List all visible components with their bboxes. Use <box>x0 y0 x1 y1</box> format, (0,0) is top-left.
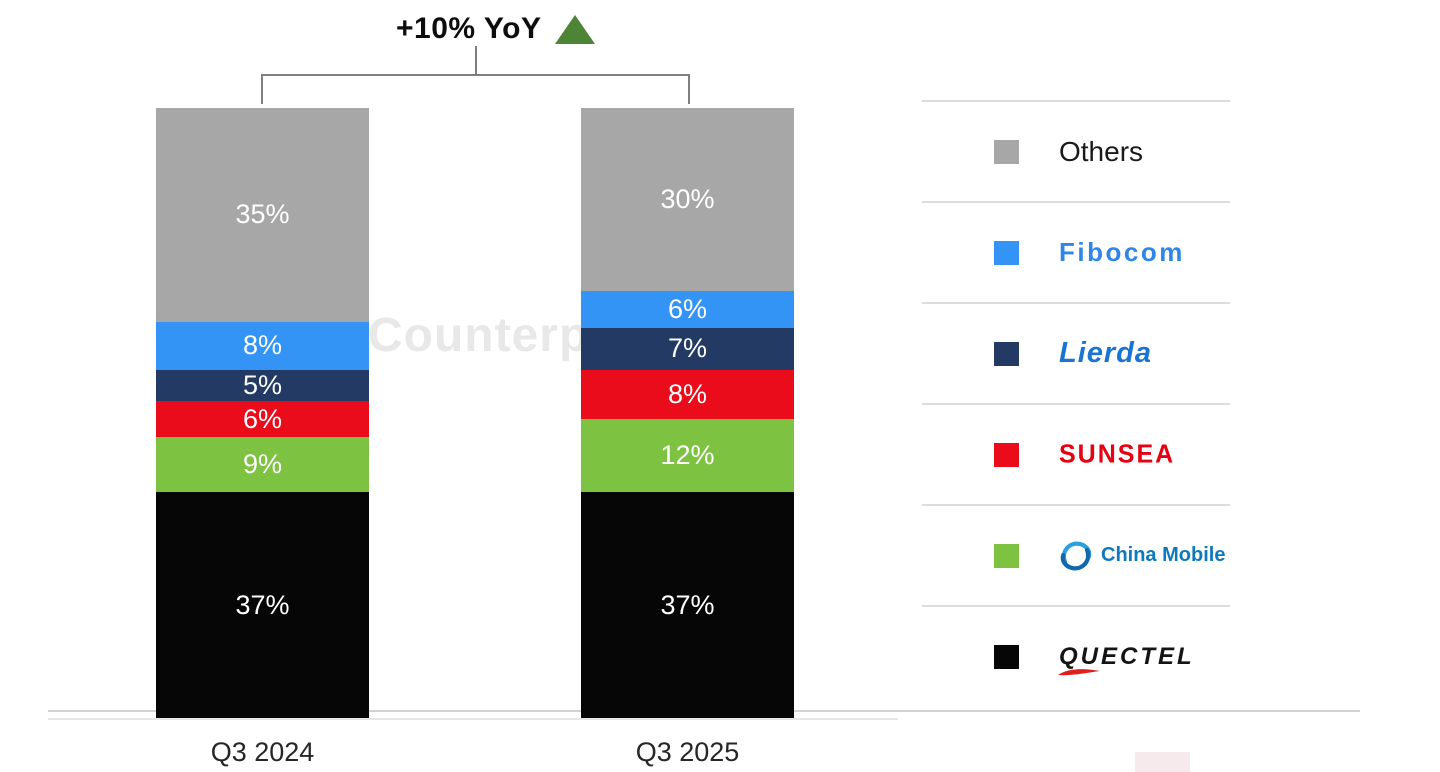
bar-segment-lierda-q3-2025: 7% <box>581 327 794 371</box>
bar-segment-china-mobile-q3-2025: 12% <box>581 419 794 493</box>
others-label: Others <box>1059 135 1144 167</box>
stacked-bar-q3-2024: 35% 8% 5% 6% 9% 37% <box>156 108 369 718</box>
bracket-left-stub <box>261 74 263 104</box>
legend-item-sunsea: SUNSEA <box>922 403 1230 504</box>
yoy-annotation: +10% YoY <box>396 12 596 46</box>
lierda-logo: Lierda <box>1059 337 1153 369</box>
segment-value-label: 6% <box>242 403 283 434</box>
sunsea-logo: SUNSEA <box>1059 439 1176 469</box>
segment-value-label: 37% <box>235 589 290 620</box>
segment-value-label: 8% <box>667 379 708 410</box>
up-triangle-icon <box>555 14 596 44</box>
quectel-swoosh-icon <box>1058 668 1100 675</box>
yoy-label: +10% YoY <box>396 12 542 45</box>
legend-item-china-mobile: China Mobile <box>922 504 1230 605</box>
bracket-right-stub <box>688 74 690 104</box>
segment-value-label: 37% <box>660 589 715 620</box>
bar-segment-lierda-q3-2024: 5% <box>156 370 369 401</box>
china-mobile-knot-icon <box>1060 541 1092 570</box>
logo-fragment-artifact <box>1135 752 1190 772</box>
china-mobile-logo: China Mobile <box>1059 539 1225 573</box>
bar-segment-fibocom-q3-2024: 8% <box>156 321 369 371</box>
legend-item-others: Others <box>922 100 1230 201</box>
x-axis-label-q3-2025: Q3 2025 <box>635 737 740 767</box>
segment-value-label: 30% <box>660 184 715 214</box>
bar-segment-china-mobile-q3-2024: 9% <box>156 437 369 493</box>
bar-segment-quectel-q3-2024: 37% <box>156 492 369 718</box>
legend-swatch-fibocom <box>994 240 1019 265</box>
segment-value-label: 7% <box>667 333 708 364</box>
bracket-horizontal <box>261 74 690 76</box>
segment-value-label: 6% <box>667 293 708 324</box>
x-axis-label-q3-2024: Q3 2024 <box>210 737 315 767</box>
bar-segment-fibocom-q3-2025: 6% <box>581 291 794 328</box>
axis-baseline-secondary <box>48 718 898 720</box>
bar-segment-others-q3-2024: 35% <box>156 108 369 322</box>
segment-value-label: 35% <box>235 199 290 230</box>
china-mobile-label: China Mobile <box>1101 544 1226 566</box>
segment-value-label: 12% <box>660 440 715 471</box>
segment-value-label: 8% <box>242 330 283 361</box>
bar-segment-others-q3-2025: 30% <box>581 108 794 291</box>
quectel-label: QUECTEL <box>1059 642 1195 670</box>
legend: Others Fibocom Lierda SUNSEA China Mobil… <box>922 100 1230 706</box>
legend-swatch-sunsea <box>994 442 1019 467</box>
legend-swatch-quectel <box>994 644 1019 669</box>
legend-item-quectel: QUECTEL <box>922 605 1230 706</box>
fibocom-logo: Fibocom <box>1059 237 1185 267</box>
legend-swatch-others <box>994 139 1019 164</box>
legend-swatch-china-mobile <box>994 543 1019 568</box>
legend-swatch-lierda <box>994 341 1019 366</box>
segment-value-label: 9% <box>242 449 283 480</box>
quectel-logo: QUECTEL <box>1058 642 1195 675</box>
bar-segment-sunsea-q3-2025: 8% <box>581 370 794 420</box>
bar-segment-quectel-q3-2025: 37% <box>581 492 794 718</box>
segment-value-label: 5% <box>242 370 283 401</box>
bar-segment-sunsea-q3-2024: 6% <box>156 400 369 438</box>
legend-item-fibocom: Fibocom <box>922 201 1230 302</box>
bracket-center-stub <box>475 46 477 75</box>
legend-item-lierda: Lierda <box>922 302 1230 403</box>
stacked-bar-q3-2025: 30% 6% 7% 8% 12% 37% <box>581 108 794 718</box>
